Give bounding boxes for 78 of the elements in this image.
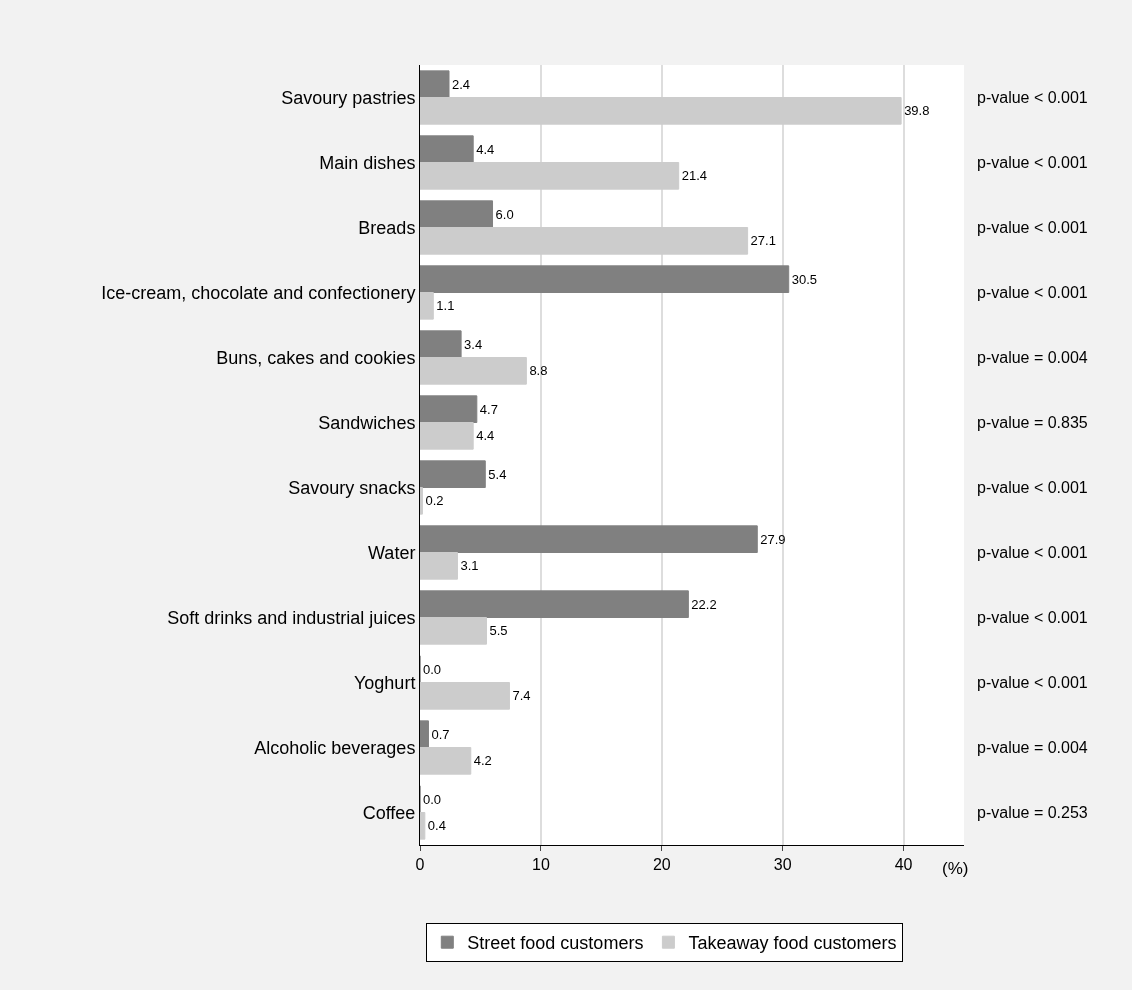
bar	[420, 162, 680, 190]
data-label: 8.8	[529, 363, 548, 379]
data-label: 0.0	[423, 661, 442, 677]
y-tick-label: Coffee	[362, 802, 416, 823]
x-tick-label: 30	[773, 856, 792, 874]
y-tick-label: Buns, cakes and cookies	[216, 347, 416, 368]
y-tick-label: Alcoholic beverages	[254, 737, 416, 758]
y-tick-label: Soft drinks and industrial juices	[167, 607, 416, 628]
bar	[420, 330, 462, 358]
text: p-value = 0.253	[977, 804, 1088, 821]
text: p-value < 0.001	[977, 609, 1088, 626]
text: p-value < 0.001	[977, 674, 1088, 691]
text: p-value < 0.001	[977, 479, 1088, 496]
text: p-value < 0.001	[977, 219, 1088, 236]
text: p-value < 0.001	[977, 544, 1088, 561]
text: p-value = 0.004	[977, 349, 1088, 366]
y-tick-label: Breads	[358, 217, 416, 238]
text: p-value < 0.001	[977, 154, 1088, 171]
data-label: 3.4	[464, 336, 483, 352]
x-tick-label: 0	[415, 856, 425, 874]
data-label: 27.1	[750, 233, 776, 249]
bar	[420, 97, 902, 125]
bar	[420, 292, 434, 320]
bar	[420, 487, 423, 515]
bar	[420, 617, 487, 645]
data-label: 30.5	[791, 271, 818, 287]
text: p-value < 0.001	[977, 89, 1088, 106]
data-label: 0.4	[427, 818, 446, 834]
bar	[420, 525, 758, 553]
data-label: 3.1	[460, 558, 479, 574]
y-tick-label: Yoghurt	[353, 672, 416, 693]
y-tick-label: Savoury snacks	[288, 477, 416, 498]
bar	[420, 812, 426, 840]
legend-label: Street food customers	[467, 933, 644, 954]
data-label: 5.5	[489, 623, 508, 639]
data-label: 4.2	[473, 753, 492, 769]
x-axis-title: (%)	[942, 859, 969, 878]
x-tick-label: 10	[531, 856, 550, 874]
bar	[420, 460, 486, 488]
bar	[420, 720, 429, 748]
data-label: 5.4	[488, 466, 507, 482]
bar	[420, 200, 494, 228]
text: p-value = 0.004	[977, 739, 1088, 756]
legend-label: Takeaway food customers	[688, 933, 897, 954]
bar	[420, 70, 450, 98]
x-tick-label: 20	[652, 856, 671, 874]
bar	[420, 357, 527, 385]
bar	[420, 682, 510, 710]
data-label: 7.4	[512, 688, 531, 704]
bar	[420, 395, 478, 423]
data-label: 4.4	[476, 141, 495, 157]
data-label: 6.0	[495, 206, 514, 222]
bar	[420, 227, 749, 255]
data-label: 1.1	[436, 298, 455, 314]
data-label: 0.7	[431, 726, 450, 742]
data-label: 22.2	[691, 596, 717, 612]
bar	[420, 552, 458, 580]
data-label: 2.4	[452, 76, 471, 92]
x-tick-label: 40	[894, 856, 913, 874]
y-tick-label: Savoury pastries	[281, 87, 416, 108]
y-tick-label: Main dishes	[319, 152, 416, 173]
data-label: 0.2	[425, 493, 444, 509]
bar	[420, 747, 472, 775]
data-label: 21.4	[681, 168, 708, 184]
data-label: 4.4	[476, 428, 495, 444]
text: p-value = 0.835	[977, 414, 1088, 431]
y-tick-label: Water	[368, 542, 416, 563]
data-label: 39.8	[904, 103, 930, 119]
y-tick-label: Sandwiches	[318, 412, 416, 433]
text: p-value < 0.001	[977, 284, 1088, 301]
bar	[420, 590, 689, 618]
bar	[420, 135, 474, 163]
bar	[420, 265, 790, 293]
bar	[420, 422, 474, 450]
data-label: 27.9	[760, 531, 786, 547]
data-label: 4.7	[479, 401, 498, 417]
y-tick-label: Ice-cream, chocolate and confectionery	[101, 282, 416, 303]
data-label: 0.0	[423, 791, 442, 807]
